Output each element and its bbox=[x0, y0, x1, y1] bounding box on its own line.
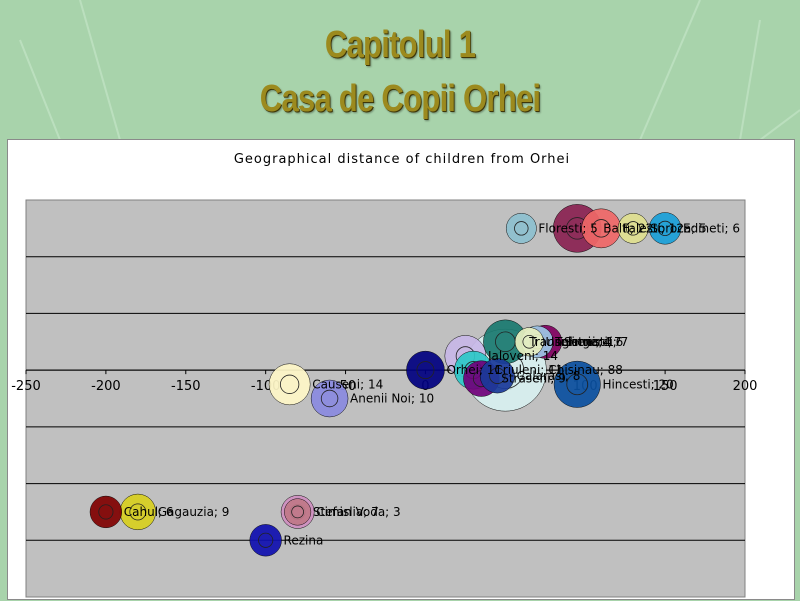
data-label: Anenii Noi; 10 bbox=[350, 392, 434, 406]
data-label: Edineti; 6 bbox=[683, 221, 740, 235]
bubble-inner-ring bbox=[592, 219, 611, 238]
bubble bbox=[284, 498, 312, 526]
bubble-chart: -250-200-150-100-50050100150200Chisinau;… bbox=[11, 199, 758, 598]
chart-area: Geographical distance of children from O… bbox=[7, 139, 795, 600]
data-label: Hincesti; 20 bbox=[602, 377, 673, 391]
data-label: Gagauzia; 9 bbox=[158, 505, 230, 519]
bubble-inner-ring bbox=[522, 334, 537, 349]
bubble-inner-ring bbox=[489, 367, 506, 384]
bubble bbox=[514, 327, 544, 357]
data-label: Telenesti; 6 bbox=[554, 335, 623, 349]
data-label: Falesti; 12 bbox=[623, 221, 684, 235]
bubble-inner-ring bbox=[291, 505, 304, 519]
bubble bbox=[553, 360, 601, 408]
bubble bbox=[479, 358, 515, 394]
bubble-inner-ring bbox=[98, 504, 114, 520]
bubble bbox=[249, 524, 282, 557]
data-label: Balti; 22 bbox=[603, 221, 653, 235]
bubble bbox=[648, 212, 682, 245]
bubble-inner-ring bbox=[320, 389, 339, 408]
bubble-inner-ring bbox=[416, 361, 435, 380]
slide-title-line-2: Casa de Copii Orhei bbox=[259, 78, 541, 120]
bubble-inner-ring bbox=[514, 221, 529, 236]
data-label: Chisinau; 88 bbox=[548, 363, 623, 377]
data-label: Ialoveni; 14 bbox=[488, 349, 558, 363]
x-tick-label: -200 bbox=[91, 379, 121, 394]
data-label: Soroca; 5 bbox=[650, 221, 706, 235]
bubble-inner-ring bbox=[625, 221, 641, 236]
data-label: Calarasi; 8 bbox=[517, 369, 581, 383]
data-label: Rezina bbox=[284, 533, 324, 547]
data-label: Transnistria; 17 bbox=[528, 335, 621, 349]
data-label: Cahul; 6 bbox=[124, 505, 174, 519]
bubble bbox=[406, 350, 445, 390]
chart-title: Geographical distance of children from O… bbox=[233, 152, 571, 167]
plot-area bbox=[25, 199, 746, 598]
data-label: Floresti; 5 bbox=[538, 221, 597, 235]
bubble bbox=[310, 379, 349, 418]
data-label: Singerei; 7 bbox=[564, 335, 628, 349]
x-tick-label: -150 bbox=[171, 379, 201, 394]
x-tick-label: -250 bbox=[11, 379, 41, 394]
bubble-inner-ring bbox=[258, 532, 274, 548]
bubble-inner-ring bbox=[279, 374, 300, 394]
bubble bbox=[505, 213, 537, 244]
bubble bbox=[89, 495, 123, 529]
slide-title-line-1: Capitolul 1 bbox=[324, 24, 476, 66]
bubble-inner-ring bbox=[129, 503, 147, 521]
data-label: Ungheni; 4 bbox=[546, 335, 611, 349]
data-label: Straseni; 9 bbox=[501, 372, 566, 386]
bubble-inner-ring bbox=[566, 373, 589, 396]
bubble-inner-ring bbox=[657, 220, 673, 236]
x-tick-label: 150 bbox=[653, 379, 678, 394]
x-tick-label: 200 bbox=[733, 379, 758, 394]
data-label: Cimislia; 7 bbox=[316, 505, 379, 519]
bubble bbox=[617, 213, 649, 244]
data-label: Criuleni; 11 bbox=[494, 363, 563, 377]
data-label: Causeni; 14 bbox=[312, 377, 383, 391]
data-label: Orhei; 11 bbox=[446, 363, 502, 377]
data-label: Stefan Voda; 3 bbox=[313, 505, 401, 519]
bubble bbox=[268, 363, 311, 406]
